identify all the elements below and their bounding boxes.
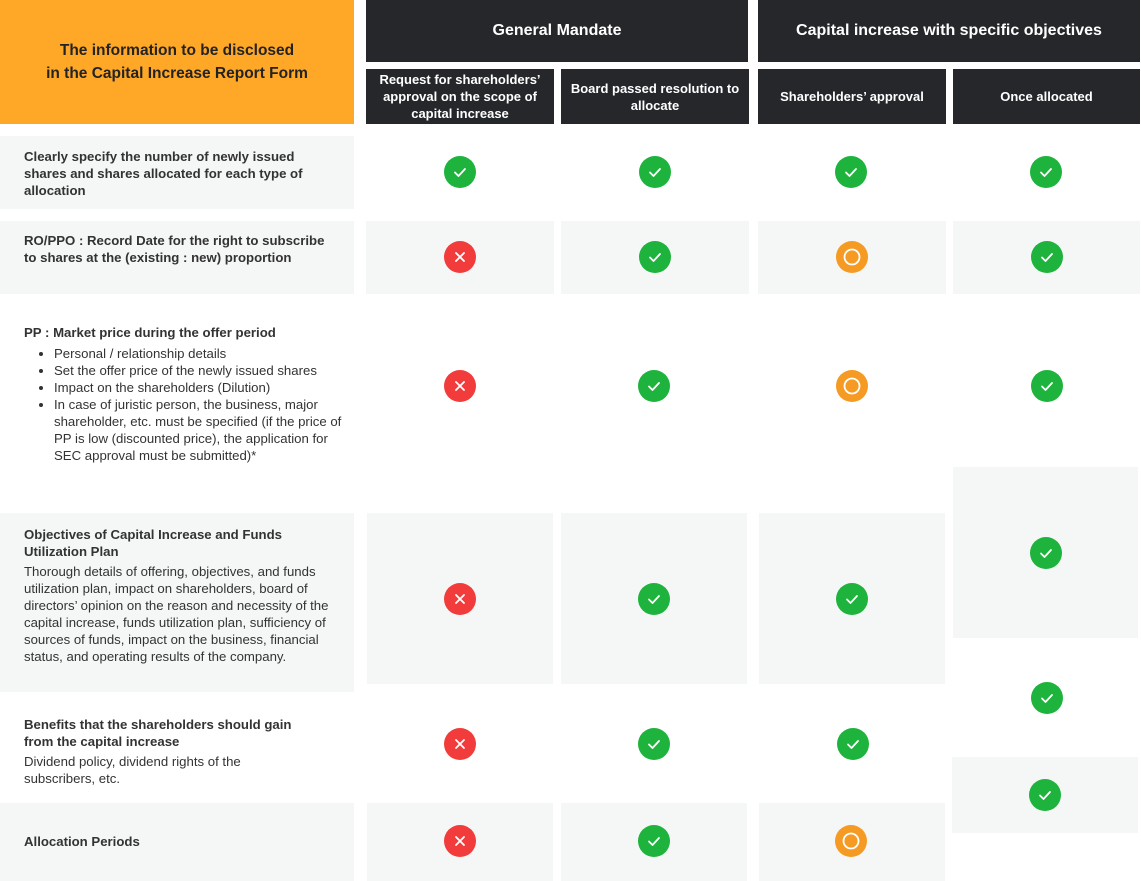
- check-icon: [444, 156, 476, 188]
- row-description: Dividend policy, dividend rights of the …: [24, 754, 241, 786]
- row-title: PP : Market price during the offer perio…: [24, 325, 276, 340]
- row-title: Allocation Periods: [24, 834, 140, 849]
- row-label-market-price: PP : Market price during the offer perio…: [24, 324, 342, 464]
- check-icon: [638, 370, 670, 402]
- check-icon: [638, 825, 670, 857]
- row-description: Thorough details of offering, objectives…: [24, 564, 329, 664]
- check-icon: [638, 583, 670, 615]
- row-label-shares-allocation: Clearly specify the number of newly issu…: [24, 148, 334, 199]
- header-request-approval: Request for shareholders’ approval on th…: [366, 69, 554, 124]
- row-bullets: Personal / relationship details Set the …: [24, 345, 342, 464]
- row-4-label-bg: [0, 513, 354, 692]
- row-2-label-bg: [0, 221, 354, 294]
- row-6-label-bg: [0, 803, 354, 881]
- check-icon: [639, 241, 671, 273]
- list-item: Personal / relationship details: [54, 345, 342, 362]
- header-general-mandate: General Mandate: [366, 0, 748, 62]
- row-title: Clearly specify the number of newly issu…: [24, 149, 303, 198]
- cross-icon: [444, 825, 476, 857]
- header-main-line1: The information to be disclosed: [59, 42, 295, 59]
- cross-icon: [444, 370, 476, 402]
- check-icon: [639, 156, 671, 188]
- list-item: In case of juristic person, the business…: [54, 396, 342, 464]
- circle-icon: [835, 825, 867, 857]
- check-icon: [1031, 682, 1063, 714]
- circle-icon: [836, 370, 868, 402]
- row-title: Objectives of Capital Increase and Funds…: [24, 527, 282, 559]
- check-icon: [836, 583, 868, 615]
- check-icon: [1030, 537, 1062, 569]
- check-icon: [837, 728, 869, 760]
- circle-icon: [836, 241, 868, 273]
- row-1-label-bg: [0, 136, 354, 209]
- row-label-record-date: RO/PPO : Record Date for the right to su…: [24, 232, 334, 266]
- header-specific-objectives: Capital increase with specific objective…: [758, 0, 1140, 62]
- header-shareholders-approval: Shareholders’ approval: [758, 69, 946, 124]
- check-icon: [1029, 779, 1061, 811]
- row-label-objectives: Objectives of Capital Increase and Funds…: [24, 526, 336, 665]
- check-icon: [835, 156, 867, 188]
- check-icon: [1031, 241, 1063, 273]
- row-title: RO/PPO : Record Date for the right to su…: [24, 233, 325, 265]
- check-icon: [1031, 370, 1063, 402]
- cross-icon: [444, 583, 476, 615]
- list-item: Set the offer price of the newly issued …: [54, 362, 342, 379]
- list-item: Impact on the shareholders (Dilution): [54, 379, 342, 396]
- cross-icon: [444, 241, 476, 273]
- header-main-line2: in the Capital Increase Report Form: [46, 65, 308, 82]
- cross-icon: [444, 728, 476, 760]
- check-icon: [1030, 156, 1062, 188]
- table-header-main: The information to be disclosed in the C…: [0, 0, 354, 124]
- row-label-allocation-periods: Allocation Periods: [24, 833, 334, 850]
- row-title: Benefits that the shareholders should ga…: [24, 717, 292, 749]
- row-label-benefits: Benefits that the shareholders should ga…: [24, 716, 314, 787]
- header-once-allocated: Once allocated: [953, 69, 1140, 124]
- header-board-resolution: Board passed resolution to allocate: [561, 69, 749, 124]
- check-icon: [638, 728, 670, 760]
